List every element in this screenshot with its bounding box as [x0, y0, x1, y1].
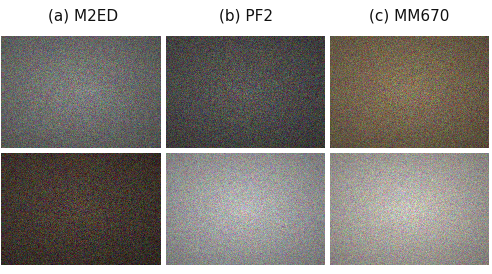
- Text: (c) MM670: (c) MM670: [369, 8, 450, 23]
- Text: (a) M2ED: (a) M2ED: [48, 8, 118, 23]
- Text: (b) PF2: (b) PF2: [219, 8, 273, 23]
